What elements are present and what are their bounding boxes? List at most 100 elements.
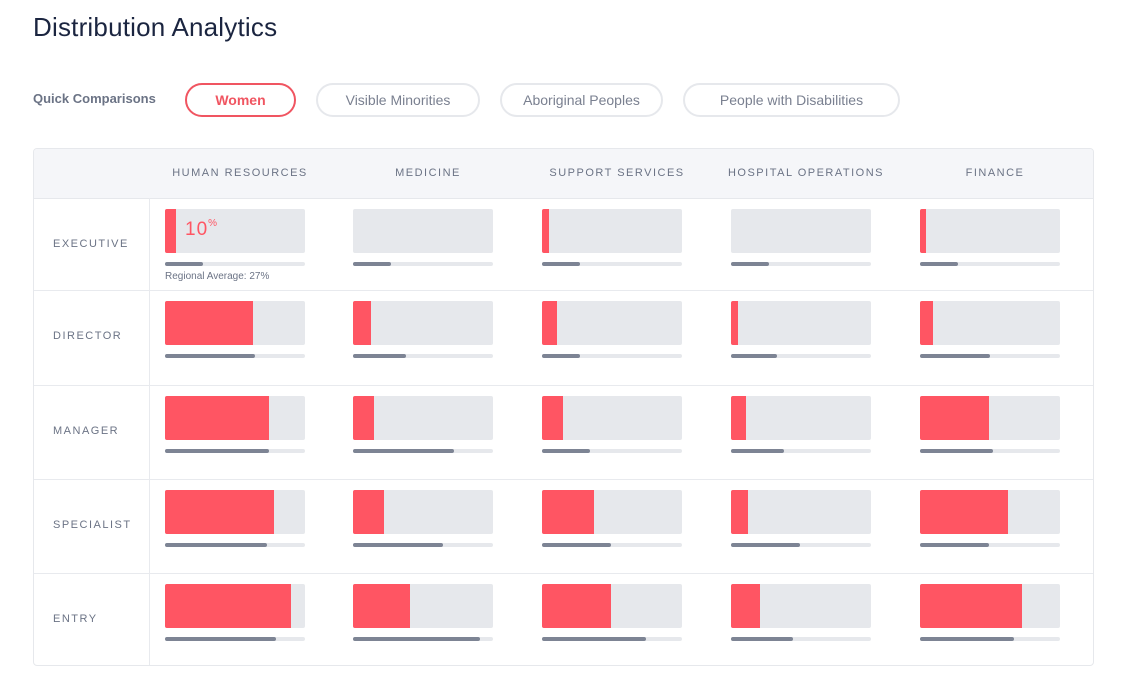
representation-bar-fill [353,584,411,628]
regional-average-bar-fill [353,262,391,266]
representation-bar-fill [731,584,761,628]
representation-bar [731,396,871,440]
cell-entry-finance[interactable] [920,584,1060,654]
representation-bar-fill [731,301,738,345]
regional-average-bar [542,262,682,266]
cell-entry-support-services[interactable] [542,584,682,654]
representation-bar [353,584,493,628]
representation-bar [542,301,682,345]
regional-average-bar-fill [542,449,590,453]
representation-bar [165,490,305,534]
row-label-entry: ENTRY [53,613,98,625]
regional-average-bar [165,637,305,641]
regional-average-bar [731,449,871,453]
cell-director-human-resources[interactable] [165,301,305,371]
row-divider [34,385,1093,386]
regional-average-bar-fill [165,354,255,358]
representation-bar-fill [920,490,1009,534]
representation-bar-fill [542,301,558,345]
filter-people-with-disabilities-button[interactable]: People with Disabilities [683,83,900,117]
cell-director-hospital-operations[interactable] [731,301,871,371]
cell-specialist-hospital-operations[interactable] [731,490,871,560]
representation-bar [165,209,305,253]
cell-director-medicine[interactable] [353,301,493,371]
cell-specialist-medicine[interactable] [353,490,493,560]
cell-executive-medicine[interactable] [353,209,493,279]
regional-average-bar-fill [920,543,989,547]
regional-average-bar-fill [165,543,268,547]
regional-average-bar-fill [542,262,580,266]
row-divider [34,573,1093,574]
representation-bar [731,301,871,345]
regional-average-bar-fill [920,449,993,453]
regional-average-bar-fill [353,543,443,547]
filter-women-button[interactable]: Women [185,83,296,117]
representation-bar [731,584,871,628]
cell-specialist-support-services[interactable] [542,490,682,560]
page-title: Distribution Analytics [33,12,278,42]
percentage-label: 10% [185,218,218,241]
cell-manager-support-services[interactable] [542,396,682,466]
representation-bar [920,209,1060,253]
representation-bar-fill [920,301,933,345]
representation-bar [542,209,682,253]
regional-average-bar-fill [542,543,611,547]
cell-manager-finance[interactable] [920,396,1060,466]
representation-bar [353,490,493,534]
cell-executive-hospital-operations[interactable] [731,209,871,279]
row-label-specialist: SPECIALIST [53,519,132,531]
representation-bar-fill [542,209,549,253]
representation-bar-fill [165,301,254,345]
column-header-medicine: MEDICINE [395,167,461,179]
regional-average-bar [731,262,871,266]
quick-comparisons-label: Quick Comparisons [33,91,156,106]
cell-specialist-finance[interactable] [920,490,1060,560]
representation-bar-fill [920,209,926,253]
filter-visible-minorities-button[interactable]: Visible Minorities [316,83,480,117]
representation-bar [353,209,493,253]
regional-average-bar [731,637,871,641]
representation-bar-fill [731,396,747,440]
regional-average-bar [920,637,1060,641]
regional-average-bar [920,543,1060,547]
cell-manager-human-resources[interactable] [165,396,305,466]
column-header-finance: FINANCE [965,167,1025,179]
percentage-value: 10 [185,219,209,240]
regional-average-bar-fill [542,354,580,358]
cell-specialist-human-resources[interactable] [165,490,305,560]
regional-average-bar [165,543,305,547]
cell-executive-support-services[interactable] [542,209,682,279]
cell-manager-hospital-operations[interactable] [731,396,871,466]
cell-entry-human-resources[interactable] [165,584,305,654]
regional-average-bar [353,637,493,641]
representation-bar [353,301,493,345]
representation-bar-fill [353,396,374,440]
representation-bar [165,301,305,345]
row-divider [34,479,1093,480]
cell-director-support-services[interactable] [542,301,682,371]
representation-bar [165,396,305,440]
regional-average-bar-fill [731,543,800,547]
representation-bar-fill [353,301,372,345]
representation-bar-fill [165,490,275,534]
regional-average-bar-fill [920,354,990,358]
regional-average-bar [731,543,871,547]
cell-executive-human-resources[interactable]: 10% Regional Average: 27% [165,209,305,282]
cell-executive-finance[interactable] [920,209,1060,279]
representation-bar-fill [920,584,1023,628]
filter-aboriginal-peoples-button[interactable]: Aboriginal Peoples [500,83,663,117]
representation-bar [920,301,1060,345]
regional-average-bar [542,449,682,453]
regional-average-bar-fill [920,637,1014,641]
cell-director-finance[interactable] [920,301,1060,371]
representation-bar [165,584,305,628]
cell-entry-medicine[interactable] [353,584,493,654]
regional-average-bar-fill [542,637,646,641]
cell-entry-hospital-operations[interactable] [731,584,871,654]
representation-bar [542,584,682,628]
regional-average-bar-fill [731,354,778,358]
regional-average-caption: Regional Average: 27% [165,271,270,282]
regional-average-bar [165,262,305,266]
representation-bar-fill [542,396,563,440]
cell-manager-medicine[interactable] [353,396,493,466]
